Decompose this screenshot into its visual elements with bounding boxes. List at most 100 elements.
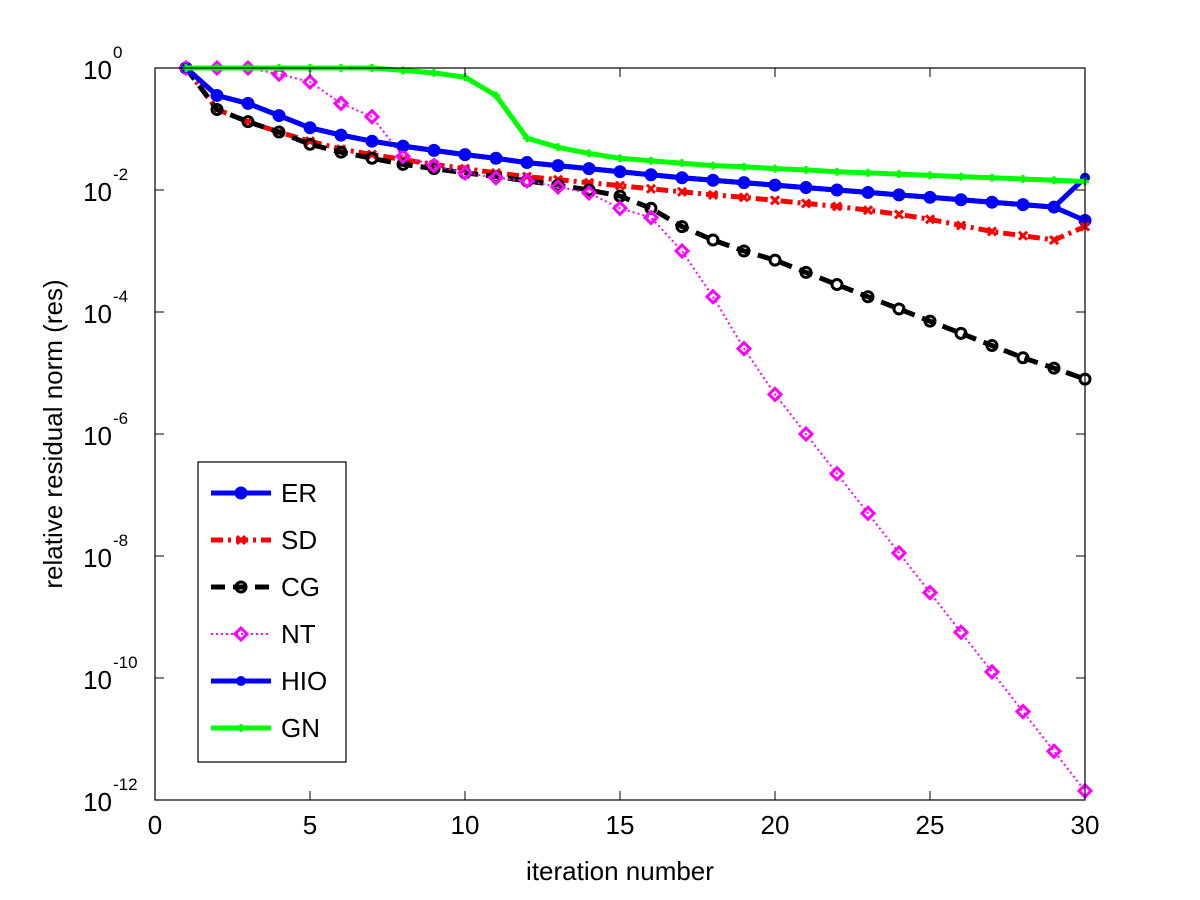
point-nt-18 bbox=[704, 288, 722, 305]
series-line-sd bbox=[183, 66, 1086, 243]
point-nt-27 bbox=[983, 663, 1001, 681]
point-hio-22 bbox=[832, 185, 842, 195]
legend-label-hio: HIO bbox=[281, 666, 327, 696]
point-sd-15 bbox=[614, 180, 626, 191]
point-sd-19 bbox=[738, 192, 750, 203]
point-gn-20 bbox=[771, 164, 779, 173]
point-nt-29 bbox=[1045, 743, 1063, 760]
point-hio-29 bbox=[1049, 202, 1059, 213]
point-hio-25 bbox=[925, 192, 935, 203]
legend-item-gn: GN bbox=[211, 713, 320, 743]
point-hio-11 bbox=[491, 153, 501, 164]
x-tick-label-10: 10 bbox=[451, 810, 480, 840]
point-sd-18 bbox=[707, 189, 719, 200]
point-hio-24 bbox=[894, 189, 904, 200]
point-cg-24 bbox=[892, 302, 906, 316]
x-axis-label: iteration number bbox=[526, 856, 714, 886]
legend-label-gn: GN bbox=[281, 713, 320, 743]
point-nt-26 bbox=[952, 624, 970, 641]
point-hio-27 bbox=[987, 197, 997, 208]
x-tick-label-0: 0 bbox=[148, 810, 162, 840]
point-cg-17 bbox=[675, 220, 689, 234]
point-nt-4 bbox=[270, 65, 288, 83]
legend-marker-gn bbox=[237, 724, 245, 732]
point-hio-13 bbox=[553, 160, 563, 171]
y-tick-base--8: 10 bbox=[83, 543, 112, 573]
point-nt-8 bbox=[394, 148, 412, 165]
legend-label-nt: NT bbox=[281, 619, 316, 649]
x-tick-label-30: 30 bbox=[1071, 810, 1100, 840]
legend: ER SD CG NT HIO GN bbox=[197, 461, 347, 763]
point-cg-4 bbox=[272, 125, 286, 139]
point-cg-26 bbox=[954, 326, 968, 340]
point-gn-13 bbox=[554, 143, 562, 152]
point-gn-25 bbox=[926, 171, 934, 180]
point-hio-12 bbox=[522, 157, 532, 168]
point-nt-15 bbox=[611, 200, 629, 217]
point-hio-26 bbox=[956, 194, 966, 205]
point-cg-27 bbox=[985, 339, 999, 353]
point-cg-21 bbox=[799, 265, 813, 279]
point-nt-23 bbox=[859, 505, 877, 522]
point-gn-12 bbox=[523, 134, 531, 143]
point-gn-9 bbox=[430, 68, 438, 77]
point-cg-2 bbox=[210, 102, 224, 116]
legend-item-hio: HIO bbox=[211, 666, 327, 696]
series-hio bbox=[181, 63, 1090, 213]
point-cg-22 bbox=[830, 278, 844, 292]
point-nt-12 bbox=[518, 172, 536, 189]
point-cg-19 bbox=[737, 244, 751, 258]
point-hio-4 bbox=[274, 110, 284, 121]
point-cg-5 bbox=[303, 137, 317, 151]
legend-label-er: ER bbox=[281, 478, 317, 508]
legend-item-er: ER bbox=[211, 478, 317, 508]
legend-marker-cg bbox=[234, 580, 248, 594]
y-tick-exp--12: -12 bbox=[113, 775, 138, 794]
point-sd-28 bbox=[1017, 230, 1029, 241]
point-gn-18 bbox=[709, 161, 717, 170]
point-gn-16 bbox=[647, 156, 655, 165]
point-cg-8 bbox=[396, 157, 410, 171]
point-gn-21 bbox=[802, 165, 810, 174]
point-nt-9 bbox=[425, 157, 443, 174]
y-tick-exp-0: 0 bbox=[113, 43, 122, 62]
point-hio-6 bbox=[336, 130, 346, 141]
point-sd-23 bbox=[862, 205, 874, 216]
point-sd-24 bbox=[893, 209, 905, 220]
legend-marker-nt bbox=[232, 625, 250, 643]
point-nt-17 bbox=[673, 242, 691, 260]
point-cg-25 bbox=[923, 314, 937, 328]
x-tick-label-20: 20 bbox=[761, 810, 790, 840]
legend-marker-hio bbox=[236, 676, 246, 686]
y-tick-exp--2: -2 bbox=[113, 165, 128, 184]
point-gn-17 bbox=[678, 159, 686, 168]
point-cg-29 bbox=[1047, 361, 1061, 375]
y-tick-base--2: 10 bbox=[83, 177, 112, 207]
point-sd-25 bbox=[924, 214, 936, 225]
point-nt-5 bbox=[301, 73, 319, 91]
point-hio-5 bbox=[305, 122, 315, 133]
x-axis-ticks: 0 5 10 15 20 25 30 bbox=[148, 68, 1100, 840]
point-hio-28 bbox=[1018, 199, 1028, 210]
point-gn-11 bbox=[492, 91, 500, 100]
point-nt-11 bbox=[487, 169, 505, 186]
point-gn-28 bbox=[1019, 175, 1027, 184]
point-hio-15 bbox=[615, 166, 625, 177]
legend-marker-sd bbox=[235, 534, 247, 546]
y-tick-exp--10: -10 bbox=[113, 653, 138, 672]
y-axis-label: relative residual norm (res) bbox=[38, 279, 68, 588]
plot-series bbox=[177, 59, 1094, 799]
point-nt-10 bbox=[456, 164, 474, 182]
y-tick-base--4: 10 bbox=[83, 299, 112, 329]
point-sd-26 bbox=[955, 220, 967, 231]
point-nt-6 bbox=[332, 95, 350, 112]
legend-label-sd: SD bbox=[281, 525, 317, 555]
point-nt-14 bbox=[580, 184, 598, 202]
legend-item-cg: CG bbox=[211, 572, 320, 602]
point-hio-2 bbox=[212, 90, 222, 101]
point-hio-10 bbox=[460, 149, 470, 160]
point-hio-3 bbox=[243, 98, 253, 109]
point-nt-13 bbox=[549, 178, 567, 196]
